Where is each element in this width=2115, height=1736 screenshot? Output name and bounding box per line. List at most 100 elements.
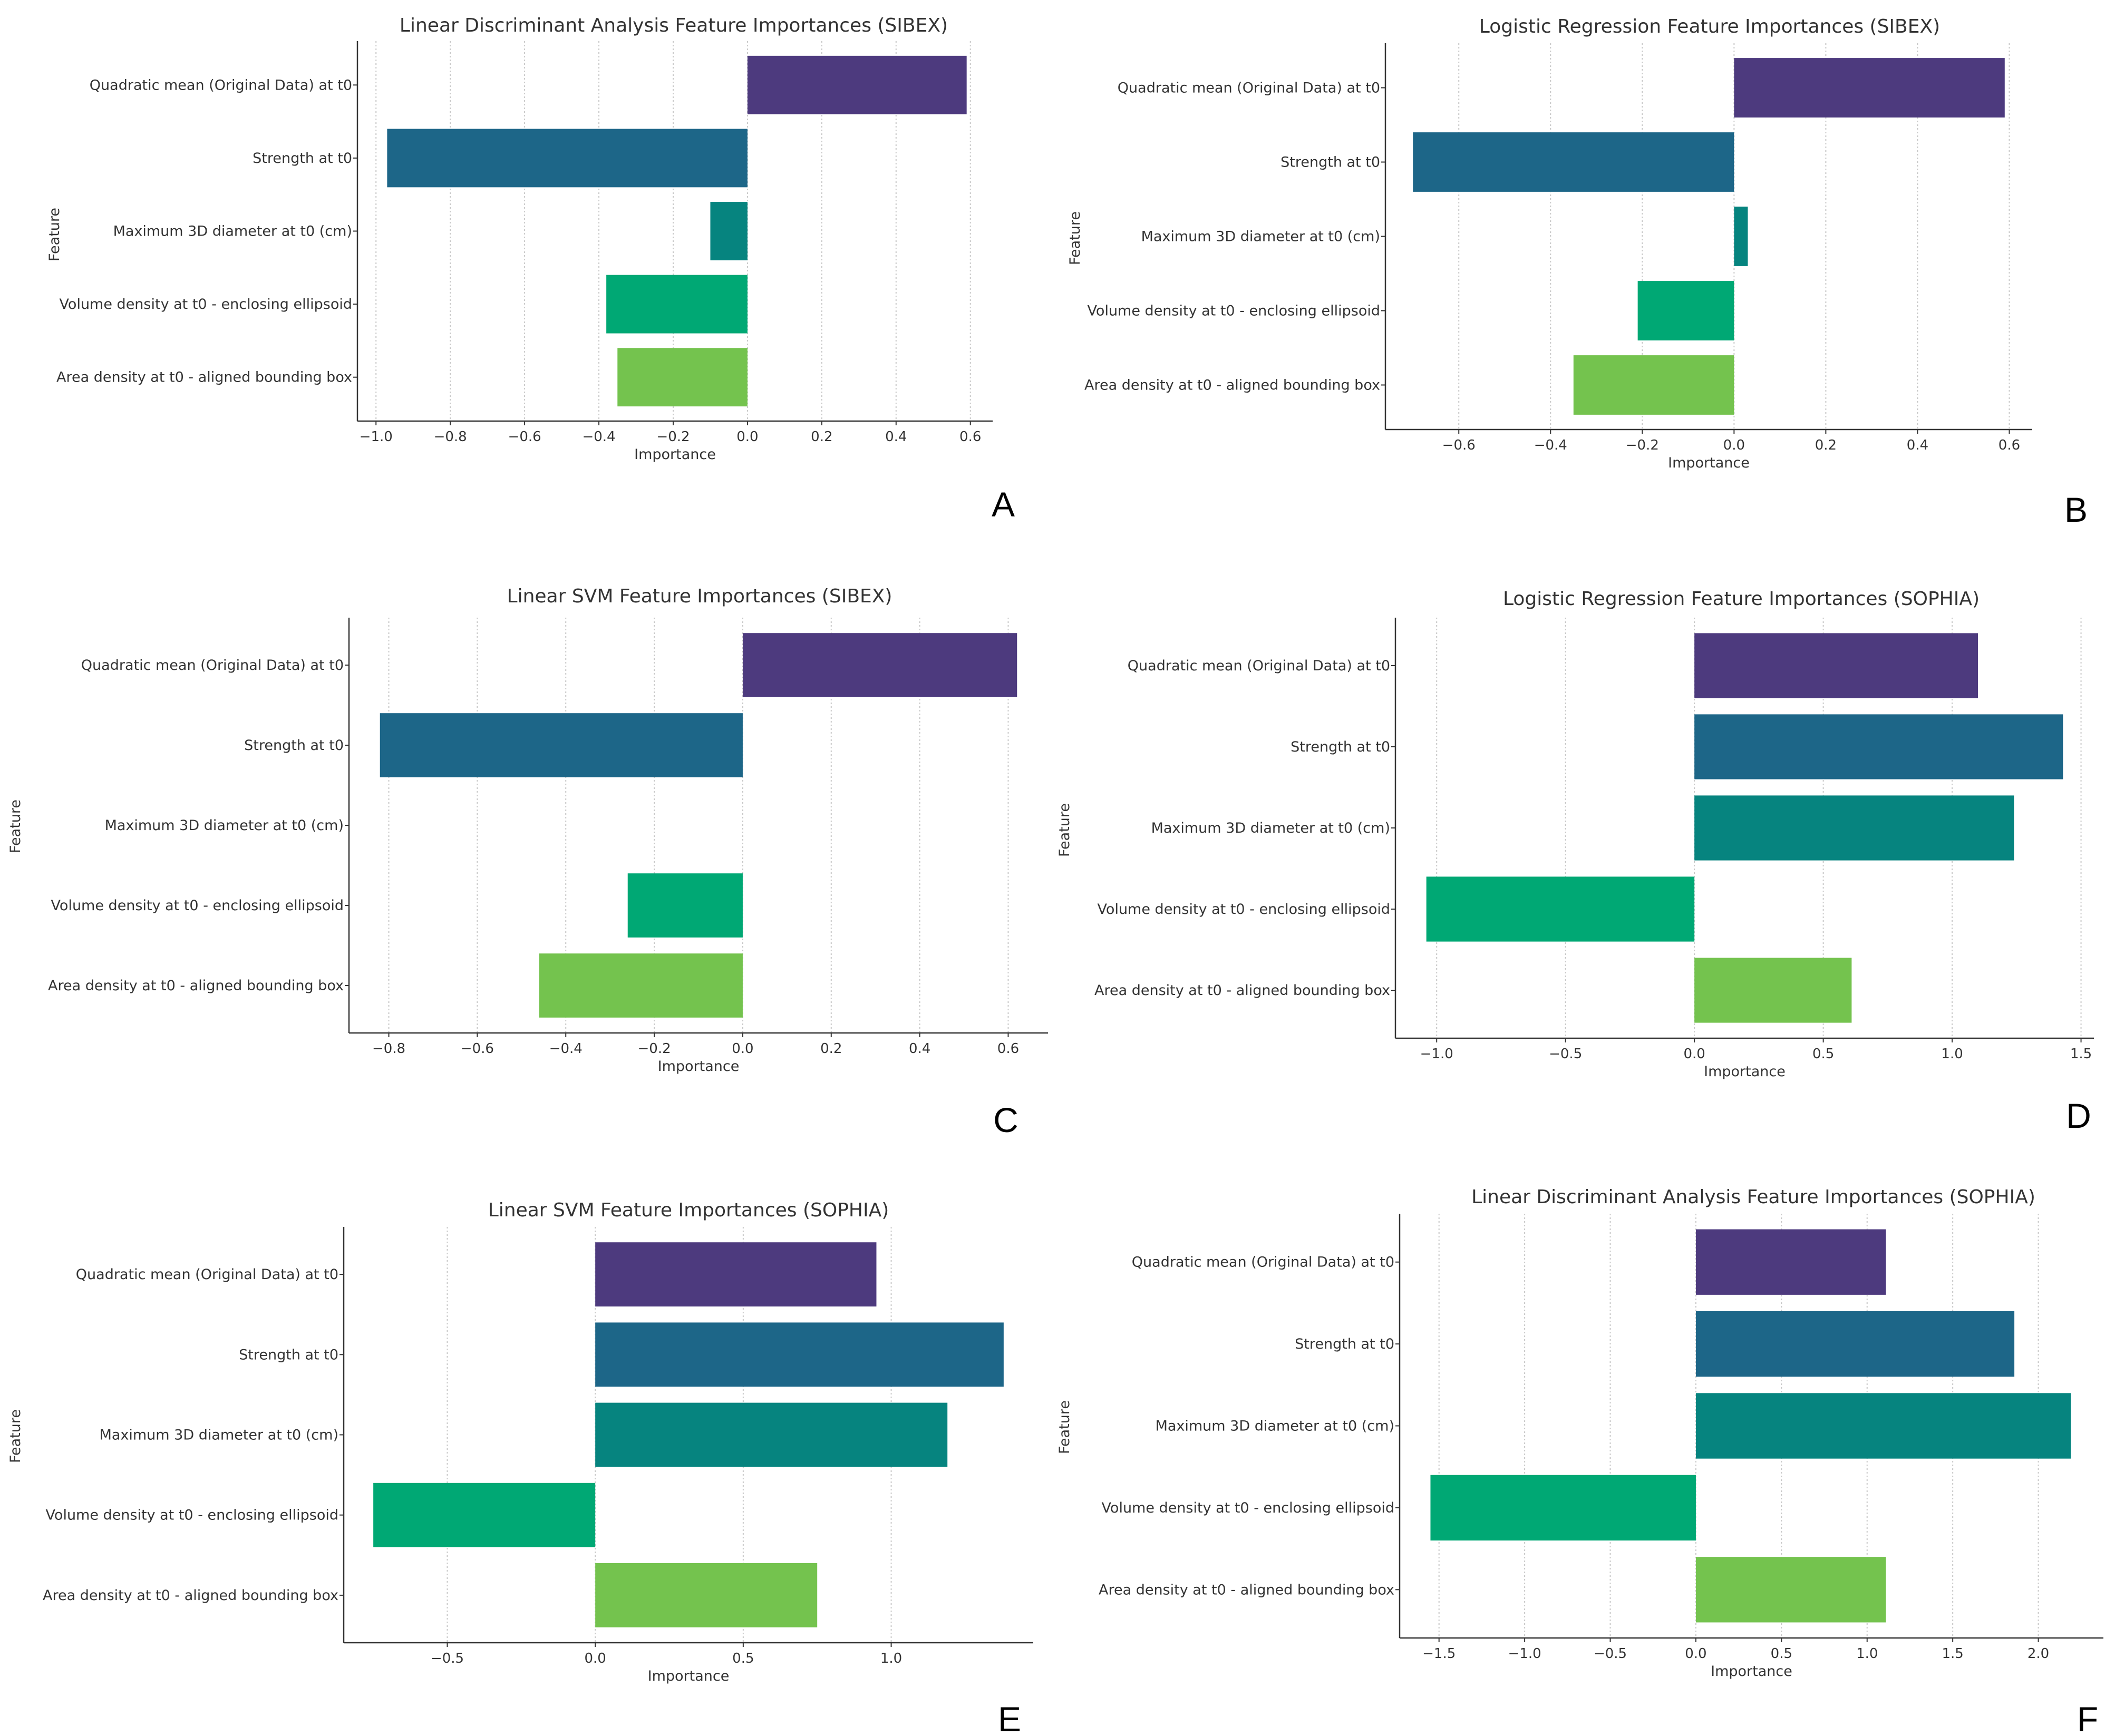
x-tick-label: 0.6	[997, 1041, 1019, 1057]
bar	[539, 953, 743, 1018]
x-tick-label: 1.5	[2070, 1046, 2092, 1062]
x-tick-label: 0.4	[885, 429, 907, 445]
chart-title: Linear Discriminant Analysis Feature Imp…	[400, 15, 948, 36]
category-label: Maximum 3D diameter at t0 (cm)	[105, 817, 344, 834]
bar	[1695, 1311, 2015, 1377]
bar	[1426, 876, 1695, 942]
category-label: Maximum 3D diameter at t0 (cm)	[1141, 229, 1380, 245]
x-tick-label: −0.5	[1594, 1646, 1627, 1662]
x-tick-label: −0.8	[434, 429, 467, 445]
chart-panel-f: Quadratic mean (Original Data) at t0 Stre…	[1056, 1186, 2103, 1736]
x-tick-label: 0.5	[1771, 1646, 1792, 1662]
x-axis-label: Importance	[634, 446, 716, 463]
category-label: Quadratic mean (Original Data) at t0	[1132, 1254, 1394, 1271]
x-tick-label: −1.0	[1420, 1046, 1453, 1062]
y-axis-label: Feature	[46, 208, 63, 261]
bar	[1694, 795, 2014, 861]
bar	[1573, 355, 1734, 415]
category-label: Volume density at t0 - enclosing ellipso…	[1102, 1500, 1394, 1516]
category-label: Strength at t0	[244, 737, 344, 754]
bar	[595, 1402, 948, 1467]
x-tick-label: −0.6	[461, 1041, 494, 1057]
category-label: Maximum 3D diameter at t0 (cm)	[1156, 1418, 1394, 1435]
x-axis-label: Importance	[658, 1058, 740, 1075]
category-label: Strength at t0	[1291, 739, 1390, 755]
category-label: Area density at t0 - aligned bounding bo…	[56, 369, 352, 386]
x-axis-label: Importance	[648, 1668, 730, 1684]
category-label: Strength at t0	[1280, 154, 1380, 171]
x-tick-label: −0.5	[431, 1651, 464, 1666]
bar	[742, 633, 1017, 697]
category-label: Maximum 3D diameter at t0 (cm)	[113, 223, 352, 240]
category-label: Area density at t0 - aligned bounding bo…	[1099, 1582, 1394, 1598]
x-tick-label: 0.0	[1685, 1646, 1706, 1662]
panel-letter: F	[2077, 1700, 2098, 1736]
x-tick-label: 1.0	[1856, 1646, 1878, 1662]
bar	[1695, 1229, 1886, 1295]
x-tick-label: −0.2	[638, 1041, 671, 1057]
x-tick-label: −0.4	[549, 1041, 583, 1057]
bar	[1694, 633, 1978, 698]
panel-letter: C	[993, 1100, 1018, 1139]
x-tick-label: −1.0	[1508, 1646, 1541, 1662]
bar	[595, 1322, 1004, 1387]
category-label: Quadratic mean (Original Data) at t0	[1118, 80, 1380, 96]
category-label: Maximum 3D diameter at t0 (cm)	[1151, 820, 1390, 836]
x-tick-label: −1.5	[1422, 1646, 1456, 1662]
x-tick-label: −0.6	[1442, 437, 1476, 453]
category-label: Quadratic mean (Original Data) at t0	[1128, 658, 1390, 674]
x-tick-label: 2.0	[2027, 1646, 2049, 1662]
category-label: Volume density at t0 - enclosing ellipso…	[1088, 303, 1380, 319]
chart-title: Logistic Regression Feature Importances …	[1503, 588, 1980, 610]
category-label: Volume density at t0 - enclosing ellipso…	[51, 898, 344, 914]
bar	[710, 202, 748, 260]
bar	[380, 713, 743, 777]
x-axis-label: Importance	[1668, 455, 1750, 471]
chart-panel-c: Quadratic mean (Original Data) at t0 Stre…	[7, 586, 1048, 1139]
category-label: Quadratic mean (Original Data) at t0	[81, 657, 344, 674]
y-axis-label: Feature	[1056, 803, 1073, 857]
x-axis-label: Importance	[1704, 1064, 1786, 1080]
category-label: Area density at t0 - aligned bounding bo…	[43, 1587, 338, 1604]
x-tick-label: 0.0	[1683, 1046, 1705, 1062]
chart-title: Linear SVM Feature Importances (SIBEX)	[507, 586, 892, 607]
x-tick-label: 0.0	[1723, 437, 1745, 453]
x-tick-label: −1.0	[360, 429, 393, 445]
y-axis-label: Feature	[7, 799, 24, 853]
bar	[1695, 1557, 1886, 1623]
x-tick-label: 0.2	[1815, 437, 1837, 453]
x-tick-label: −0.5	[1549, 1046, 1582, 1062]
bar	[595, 1242, 877, 1306]
chart-title: Linear Discriminant Analysis Feature Imp…	[1471, 1186, 2035, 1208]
x-tick-label: 1.5	[1942, 1646, 1963, 1662]
bar	[1430, 1475, 1696, 1541]
bar	[617, 348, 748, 407]
category-label: Volume density at t0 - enclosing ellipso…	[1098, 901, 1390, 918]
x-tick-label: 0.2	[811, 429, 832, 445]
panel-letter: A	[992, 485, 1015, 524]
x-tick-label: −0.2	[1626, 437, 1659, 453]
x-tick-label: 0.2	[820, 1041, 842, 1057]
x-tick-label: −0.4	[582, 429, 615, 445]
x-tick-label: 0.5	[732, 1651, 754, 1666]
bar	[1413, 132, 1734, 192]
category-label: Volume density at t0 - enclosing ellipso…	[60, 296, 352, 313]
category-label: Quadratic mean (Original Data) at t0	[90, 77, 352, 93]
x-tick-label: 0.6	[1998, 437, 2020, 453]
panel-letter: B	[2064, 490, 2088, 529]
x-tick-label: 0.0	[736, 429, 758, 445]
category-label: Volume density at t0 - enclosing ellipso…	[46, 1507, 338, 1524]
bar	[1734, 58, 2005, 118]
bar	[747, 55, 967, 114]
chart-title: Logistic Regression Feature Importances …	[1479, 16, 1940, 37]
bar	[1637, 281, 1734, 340]
bar	[1695, 1393, 2071, 1459]
category-label: Area density at t0 - aligned bounding bo…	[48, 978, 344, 994]
x-tick-label: −0.6	[508, 429, 541, 445]
category-label: Strength at t0	[253, 150, 352, 167]
panel-letter: E	[998, 1700, 1021, 1736]
x-tick-label: 0.0	[584, 1651, 606, 1666]
bar	[627, 873, 743, 938]
x-tick-label: 0.5	[1812, 1046, 1834, 1062]
